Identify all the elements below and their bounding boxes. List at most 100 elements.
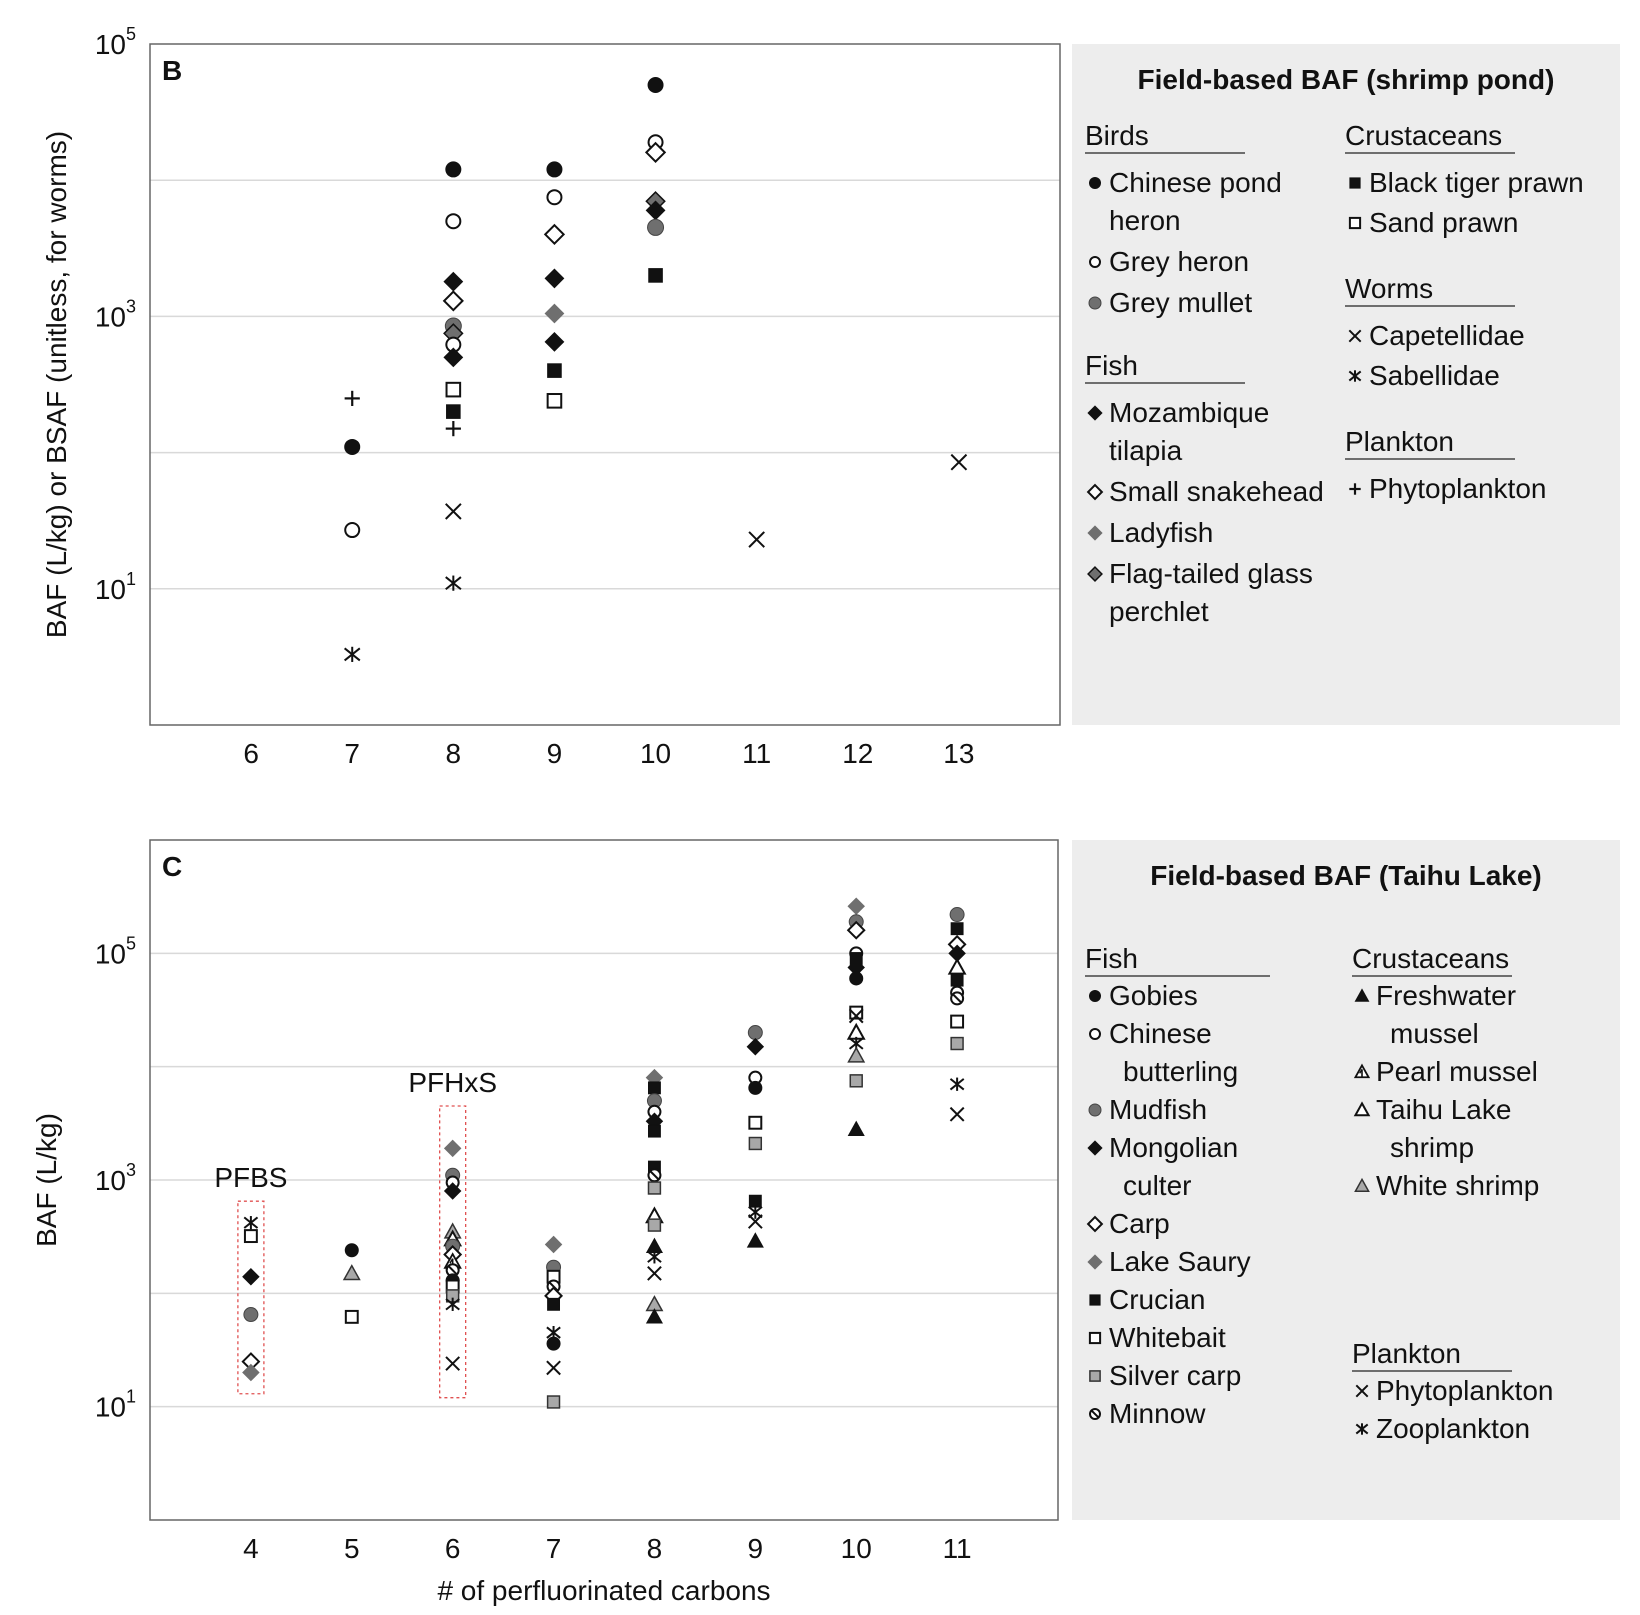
- legend-marker-diamond-filled: [1087, 405, 1103, 421]
- y-tick-exponent: 1: [126, 569, 136, 589]
- data-point-x: [445, 1356, 461, 1371]
- data-point-circle-gray: [747, 1025, 763, 1041]
- data-point-diamond-filled: [544, 331, 565, 352]
- data-point-plus: [344, 390, 360, 407]
- legend-marker-diamond-gray: [1087, 525, 1103, 541]
- x-tick-label: 9: [748, 1533, 764, 1564]
- data-point-triangle-gray: [342, 1264, 361, 1281]
- highlight-box: [439, 1105, 467, 1399]
- data-point-square-filled: [547, 363, 562, 378]
- x-tick-label: 13: [943, 738, 974, 769]
- legend-item-label: Grey mullet: [1109, 287, 1252, 318]
- panel-b-points: [343, 77, 968, 662]
- panel-b-label: B: [162, 55, 182, 86]
- panel-c-legend-background: [1072, 840, 1620, 1520]
- y-tick-label: 105: [95, 933, 136, 969]
- legend-item-label: Ladyfish: [1109, 517, 1213, 548]
- data-point-square-gray: [849, 1074, 863, 1088]
- data-point-circle-open: [344, 522, 361, 539]
- legend-item-label: Silver carp: [1109, 1360, 1241, 1391]
- data-point-square-open: [950, 1014, 965, 1029]
- legend-marker-diamond-open: [1086, 483, 1104, 501]
- highlight-box: [237, 1200, 265, 1395]
- data-point-square-gray: [647, 1218, 662, 1232]
- panel-c-points: [241, 897, 967, 1409]
- data-point-triangle-filled: [847, 1120, 865, 1136]
- panel-c-x-axis-label: # of perfluorinated carbons: [437, 1575, 770, 1606]
- legend-marker-circle-filled: [1089, 177, 1101, 189]
- annotation-label: PFHxS: [408, 1067, 497, 1098]
- y-tick-base: 10: [95, 301, 126, 332]
- legend-item-label: Sand prawn: [1369, 207, 1518, 238]
- legend-item-label: mussel: [1390, 1018, 1479, 1049]
- data-point-circle-gray: [647, 218, 665, 236]
- data-point-square-open: [546, 393, 563, 409]
- legend-marker-square-open: [1348, 216, 1362, 230]
- data-point-x: [950, 453, 968, 471]
- legend-item-label: Black tiger prawn: [1369, 167, 1584, 198]
- legend-marker-asterisk: [1355, 1423, 1369, 1435]
- x-tick-label: 8: [446, 738, 462, 769]
- y-tick-exponent: 5: [126, 933, 136, 953]
- data-point-asterisk: [949, 1077, 965, 1091]
- y-tick-label: 105: [95, 24, 136, 60]
- y-tick-exponent: 5: [126, 24, 136, 44]
- legend-marker-square-open: [1088, 1331, 1102, 1345]
- data-point-square-filled: [446, 404, 461, 419]
- legend-item-label: Phytoplankton: [1369, 473, 1546, 504]
- data-point-circle-filled: [344, 1243, 359, 1258]
- legend-marker-triangle-gray: [1354, 1177, 1370, 1193]
- legend-item-label: Mudfish: [1109, 1094, 1207, 1125]
- legend-item-label: Grey heron: [1109, 246, 1249, 277]
- legend-group-heading: Worms: [1345, 273, 1433, 304]
- panel-c-legend: Field-based BAF (Taihu Lake) Fish Gobies C…: [1072, 840, 1620, 1520]
- legend-item-label: Freshwater: [1376, 980, 1516, 1011]
- data-point-square-open: [748, 1115, 763, 1130]
- panel-c-gridlines: [150, 952, 1058, 1408]
- legend-group-heading: Fish: [1085, 350, 1138, 381]
- data-point-square-open: [344, 1309, 359, 1324]
- legend-marker-x: [1355, 1384, 1369, 1398]
- data-point-circle-filled: [445, 161, 462, 178]
- data-point-circle-filled: [849, 971, 864, 986]
- legend-marker-diamond-filled: [1087, 1140, 1103, 1156]
- x-tick-label: 11: [742, 738, 771, 769]
- panel-b-legend-items: Birds Chinese pond heron Grey heron Grey mul…: [1085, 120, 1584, 627]
- data-point-square-gray: [748, 1136, 763, 1151]
- data-point-asterisk: [343, 646, 361, 662]
- legend-marker-circle-filled: [1089, 990, 1101, 1002]
- data-point-circle-filled: [344, 438, 361, 455]
- legend-marker-triangle-open: [1353, 1101, 1371, 1117]
- legend-item-label: Pearl mussel: [1376, 1056, 1538, 1087]
- data-point-triangle-gray: [847, 1046, 866, 1063]
- legend-item-label: perchlet: [1109, 596, 1209, 627]
- data-point-x: [748, 531, 765, 548]
- panel-c-x-ticks: 4 5 6 7 8 9 10 11: [243, 1533, 972, 1564]
- panel-b-plot-frame: [149, 43, 1061, 726]
- data-point-diamond-gray: [847, 897, 865, 916]
- data-point-square-open: [445, 381, 462, 398]
- data-point-diamond-filled: [746, 1037, 765, 1056]
- data-point-square-filled: [647, 1081, 661, 1095]
- data-point-square-gray: [546, 1395, 561, 1409]
- y-tick-base: 10: [95, 29, 126, 60]
- data-point-asterisk: [445, 1297, 460, 1311]
- data-point-diamond-open: [846, 920, 866, 940]
- x-tick-label: 9: [547, 738, 563, 769]
- data-point-square-filled: [648, 268, 663, 283]
- legend-item-label: Zooplankton: [1376, 1413, 1530, 1444]
- data-point-square-open: [243, 1229, 258, 1244]
- legend-item-label: Small snakehead: [1109, 476, 1324, 507]
- data-point-x: [445, 503, 462, 520]
- legend-group-heading: Birds: [1085, 120, 1149, 151]
- legend-item-label: Crucian: [1109, 1284, 1205, 1315]
- legend-marker-triangle-filled: [1354, 988, 1370, 1002]
- annotation-label: PFBS: [214, 1162, 287, 1193]
- legend-marker-square-filled: [1349, 177, 1361, 189]
- legend-item-label: Whitebait: [1109, 1322, 1226, 1353]
- data-point-triangle-open: [947, 957, 967, 975]
- legend-marker-diamond-gray: [1087, 1254, 1103, 1270]
- y-tick-exponent: 1: [126, 1387, 136, 1407]
